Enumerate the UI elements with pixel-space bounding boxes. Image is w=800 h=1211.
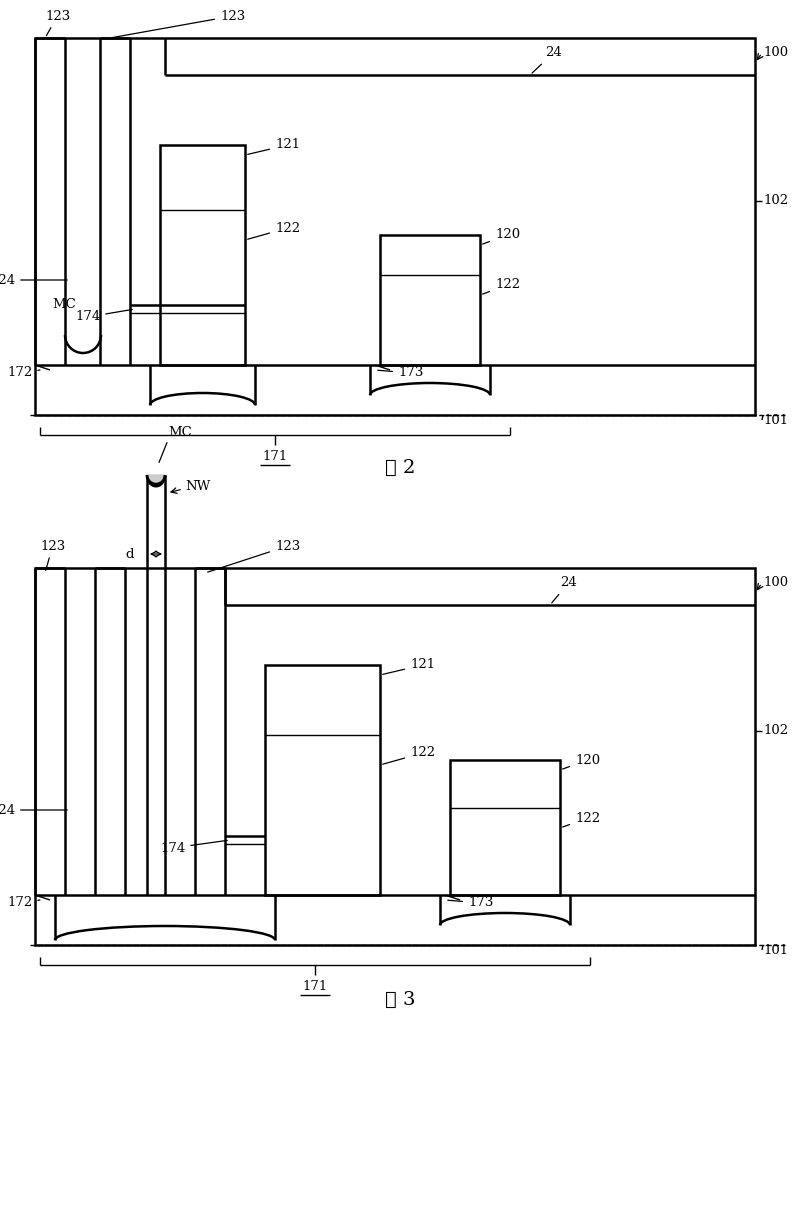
Text: 123: 123 xyxy=(40,539,66,570)
Text: 124: 124 xyxy=(0,804,67,816)
Text: 171: 171 xyxy=(302,981,328,993)
Text: 102: 102 xyxy=(763,724,788,737)
Text: 图 2: 图 2 xyxy=(385,459,415,477)
Text: MC: MC xyxy=(52,298,76,311)
Text: 102: 102 xyxy=(763,195,788,207)
Text: 120: 120 xyxy=(482,229,520,245)
Text: 173: 173 xyxy=(448,896,494,909)
Text: 123: 123 xyxy=(113,10,246,38)
Text: 124: 124 xyxy=(0,274,67,287)
Text: d: d xyxy=(125,547,134,561)
Text: 173: 173 xyxy=(378,367,423,379)
Text: NW: NW xyxy=(185,481,210,494)
Text: 120: 120 xyxy=(562,753,600,769)
Wedge shape xyxy=(147,475,165,484)
Text: 172: 172 xyxy=(7,896,40,909)
Text: 171: 171 xyxy=(262,450,288,464)
Text: 图 3: 图 3 xyxy=(385,991,415,1009)
Text: 101: 101 xyxy=(763,943,788,957)
Bar xyxy=(265,665,380,895)
Text: 122: 122 xyxy=(482,279,520,294)
Bar xyxy=(450,761,560,895)
Text: 174: 174 xyxy=(75,310,132,323)
Text: 121: 121 xyxy=(248,138,300,154)
Text: 172: 172 xyxy=(7,367,40,379)
Bar xyxy=(380,235,480,365)
Text: 24: 24 xyxy=(552,576,577,603)
Bar xyxy=(35,38,755,415)
Text: 24: 24 xyxy=(532,46,562,73)
Text: 101: 101 xyxy=(763,413,788,426)
Bar xyxy=(35,568,755,945)
Text: 123: 123 xyxy=(45,10,70,35)
Text: 174: 174 xyxy=(160,840,227,855)
Text: 121: 121 xyxy=(382,659,435,675)
Text: 122: 122 xyxy=(562,811,600,827)
Bar xyxy=(160,145,245,365)
Text: 100: 100 xyxy=(763,46,788,59)
Text: 100: 100 xyxy=(763,576,788,590)
Text: 122: 122 xyxy=(248,222,300,240)
Text: MC: MC xyxy=(168,426,192,440)
Text: 123: 123 xyxy=(208,539,300,572)
Text: 122: 122 xyxy=(382,746,435,764)
